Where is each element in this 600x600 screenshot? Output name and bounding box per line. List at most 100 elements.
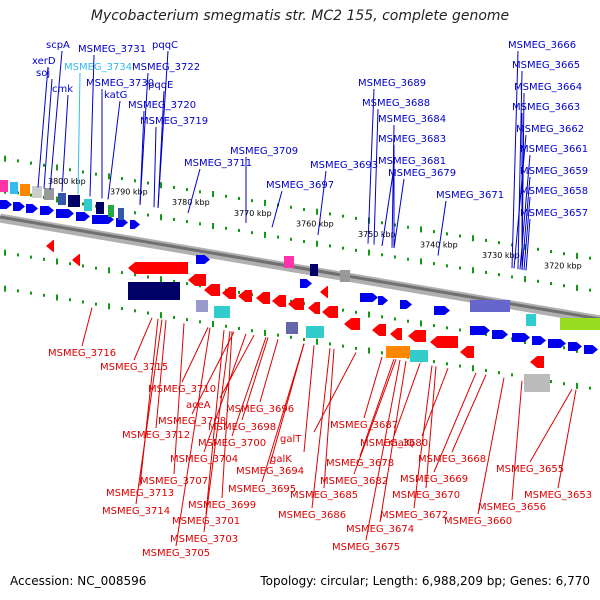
bottom-gene-label[interactable]: MSMEG_3703 [170,534,238,545]
forward-gene-arrow[interactable] [76,212,90,221]
bottom-gene-label[interactable]: MSMEG_3680 [360,438,428,449]
reverse-gene-arrow[interactable] [390,328,402,340]
gene-feature-box[interactable] [560,318,600,330]
reverse-gene-arrow[interactable] [320,286,328,298]
top-gene-label[interactable]: cmk [52,84,73,95]
top-gene-label[interactable]: MSMEG_3657 [520,208,588,219]
top-gene-label[interactable]: MSMEG_3666 [508,40,576,51]
gene-feature-box[interactable] [286,322,298,334]
top-gene-label[interactable]: MSMEG_3671 [436,190,504,201]
gene-feature-box[interactable] [410,350,428,362]
forward-gene-arrow[interactable] [0,200,12,209]
forward-gene-arrow[interactable] [584,345,598,354]
gene-feature-box[interactable] [526,314,536,326]
top-gene-label[interactable]: MSMEG_3734 [64,62,132,73]
top-gene-label[interactable]: katG [104,90,127,101]
top-gene-label[interactable]: MSMEG_3711 [184,158,252,169]
bottom-gene-label[interactable]: MSMEG_3655 [496,464,564,475]
bottom-gene-label[interactable]: aceA [186,400,211,411]
gene-feature-box[interactable] [196,300,208,312]
forward-gene-arrow[interactable] [130,220,140,229]
forward-gene-arrow[interactable] [568,342,582,351]
top-gene-label[interactable]: soj [36,68,50,79]
reverse-gene-arrow[interactable] [222,287,236,299]
top-gene-label[interactable]: MSMEG_3663 [512,102,580,113]
gene-feature-box[interactable] [128,282,180,300]
bottom-gene-label[interactable]: MSMEG_3698 [208,422,276,433]
reverse-gene-arrow[interactable] [308,302,320,314]
bottom-gene-label[interactable]: MSMEG_3685 [290,490,358,501]
bottom-gene-label[interactable]: MSMEG_3704 [170,454,238,465]
top-gene-label[interactable]: MSMEG_3661 [520,144,588,155]
forward-gene-arrow[interactable] [92,215,114,224]
gene-feature-box[interactable] [524,374,550,392]
reverse-gene-arrow[interactable] [288,298,304,310]
forward-gene-arrow[interactable] [116,218,128,227]
bottom-gene-label[interactable]: MSMEG_3669 [400,474,468,485]
bottom-gene-label[interactable]: MSMEG_3695 [228,484,296,495]
bottom-gene-label[interactable]: MSMEG_3678 [326,458,394,469]
gene-feature-box[interactable] [0,180,8,192]
forward-gene-arrow[interactable] [13,202,25,211]
bottom-gene-label[interactable]: MSMEG_3716 [48,348,116,359]
bottom-gene-label[interactable]: MSMEG_3675 [332,542,400,553]
bottom-gene-label[interactable]: MSMEG_3682 [320,476,388,487]
gene-feature-box[interactable] [310,264,318,276]
reverse-gene-arrow[interactable] [256,292,270,304]
top-gene-label[interactable]: MSMEG_3679 [388,168,456,179]
top-gene-label[interactable]: MSMEG_3720 [128,100,196,111]
bottom-gene-label[interactable]: MSMEG_3670 [392,490,460,501]
reverse-gene-arrow[interactable] [322,306,338,318]
bottom-gene-label[interactable]: MSMEG_3707 [140,476,208,487]
bottom-gene-label[interactable]: MSMEG_3714 [102,506,170,517]
bottom-gene-label[interactable]: MSMEG_3699 [188,500,256,511]
forward-gene-arrow[interactable] [434,306,450,315]
top-gene-label[interactable]: MSMEG_3689 [358,78,426,89]
bottom-gene-label[interactable]: MSMEG_3710 [148,384,216,395]
gene-feature-box[interactable] [386,346,410,358]
gene-feature-box[interactable] [96,202,104,214]
gene-feature-box[interactable] [32,186,42,198]
bottom-gene-label[interactable]: MSMEG_3674 [346,524,414,535]
gene-feature-box[interactable] [214,306,230,318]
reverse-gene-arrow[interactable] [372,324,386,336]
bottom-gene-label[interactable]: MSMEG_3660 [444,516,512,527]
forward-gene-arrow[interactable] [26,204,38,213]
gene-feature-box[interactable] [68,195,80,207]
bottom-gene-label[interactable]: galT [280,434,302,445]
reverse-gene-arrow[interactable] [530,356,544,368]
gene-feature-box[interactable] [284,256,294,268]
gene-feature-box[interactable] [108,205,114,217]
top-gene-label[interactable]: MSMEG_3683 [378,134,446,145]
top-gene-label[interactable]: MSMEG_3665 [512,60,580,71]
bottom-gene-label[interactable]: MSMEG_3668 [418,454,486,465]
bottom-gene-label[interactable]: MSMEG_3700 [198,438,266,449]
reverse-gene-arrow[interactable] [272,295,286,307]
reverse-gene-arrow[interactable] [128,262,188,274]
gene-feature-box[interactable] [306,326,324,338]
gene-feature-box[interactable] [470,300,510,312]
reverse-gene-arrow[interactable] [408,330,426,342]
reverse-gene-arrow[interactable] [204,284,220,296]
bottom-gene-label[interactable]: MSMEG_3653 [524,490,592,501]
top-gene-label[interactable]: MSMEG_3709 [230,146,298,157]
forward-gene-arrow[interactable] [40,206,54,215]
gene-feature-box[interactable] [84,199,92,211]
top-gene-label[interactable]: MSMEG_3697 [266,180,334,191]
forward-gene-arrow[interactable] [196,255,210,264]
top-gene-label[interactable]: MSMEG_3658 [520,186,588,197]
forward-gene-arrow[interactable] [470,326,490,335]
bottom-gene-label[interactable]: MSMEG_3705 [142,548,210,559]
forward-gene-arrow[interactable] [532,336,546,345]
bottom-gene-label[interactable]: MSMEG_3672 [380,510,448,521]
forward-gene-arrow[interactable] [548,339,566,348]
bottom-gene-label[interactable]: MSMEG_3696 [226,404,294,415]
forward-gene-arrow[interactable] [512,333,530,342]
top-gene-label[interactable]: MSMEG_3659 [520,166,588,177]
bottom-gene-label[interactable]: malQ [388,438,415,449]
reverse-gene-arrow[interactable] [46,240,54,252]
top-gene-label[interactable]: xerD [32,56,56,67]
bottom-gene-label[interactable]: galK [270,454,292,465]
reverse-gene-arrow[interactable] [460,346,474,358]
